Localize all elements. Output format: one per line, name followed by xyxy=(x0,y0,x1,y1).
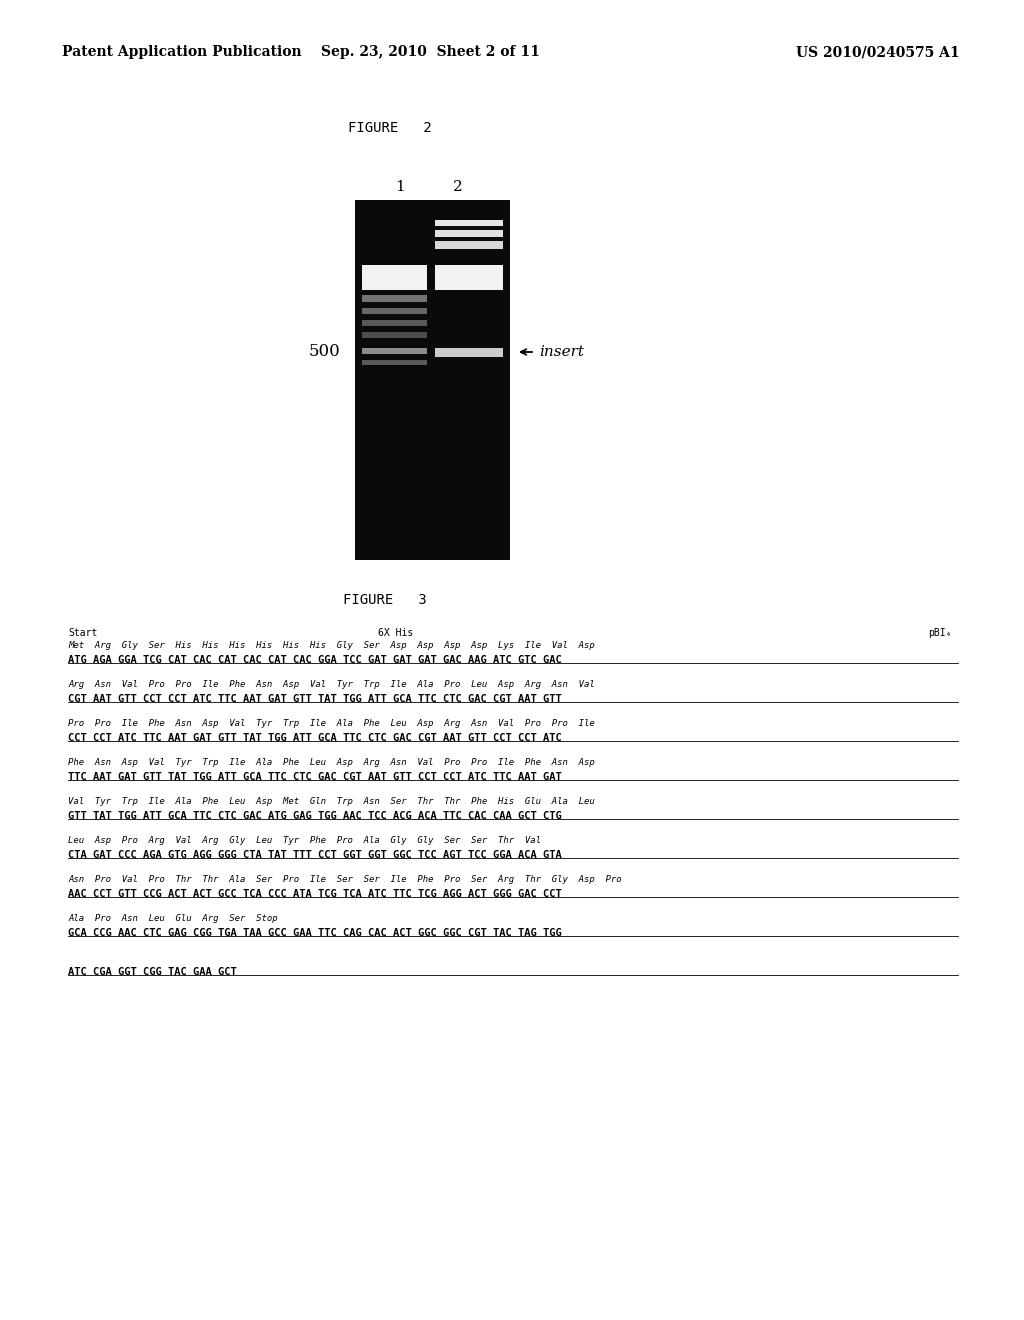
Text: CTA GAT CCC AGA GTG AGG GGG CTA TAT TTT CCT GGT GGT GGC TCC AGT TCC GGA ACA GTA: CTA GAT CCC AGA GTG AGG GGG CTA TAT TTT … xyxy=(68,850,562,861)
Text: pBI₄: pBI₄ xyxy=(928,628,951,638)
Text: Start: Start xyxy=(68,628,97,638)
Text: US 2010/0240575 A1: US 2010/0240575 A1 xyxy=(797,45,961,59)
Bar xyxy=(362,294,427,302)
Bar xyxy=(355,201,510,560)
Text: Leu  Asp  Pro  Arg  Val  Arg  Gly  Leu  Tyr  Phe  Pro  Ala  Gly  Gly  Ser  Ser  : Leu Asp Pro Arg Val Arg Gly Leu Tyr Phe … xyxy=(68,836,541,845)
Bar xyxy=(362,265,427,290)
Text: CCT CCT ATC TTC AAT GAT GTT TAT TGG ATT GCA TTC CTC GAC CGT AAT GTT CCT CCT ATC: CCT CCT ATC TTC AAT GAT GTT TAT TGG ATT … xyxy=(68,733,562,743)
Text: insert: insert xyxy=(539,345,584,359)
Text: Asn  Pro  Val  Pro  Thr  Thr  Ala  Ser  Pro  Ile  Ser  Ser  Ile  Phe  Pro  Ser  : Asn Pro Val Pro Thr Thr Ala Ser Pro Ile … xyxy=(68,875,622,884)
Text: Patent Application Publication: Patent Application Publication xyxy=(62,45,302,59)
Text: 500: 500 xyxy=(308,343,340,360)
Text: CGT AAT GTT CCT CCT ATC TTC AAT GAT GTT TAT TGG ATT GCA TTC CTC GAC CGT AAT GTT: CGT AAT GTT CCT CCT ATC TTC AAT GAT GTT … xyxy=(68,694,562,704)
Text: FIGURE   2: FIGURE 2 xyxy=(348,121,432,135)
Bar xyxy=(435,230,503,238)
Text: Pro  Pro  Ile  Phe  Asn  Asp  Val  Tyr  Trp  Ile  Ala  Phe  Leu  Asp  Arg  Asn  : Pro Pro Ile Phe Asn Asp Val Tyr Trp Ile … xyxy=(68,719,595,729)
Text: 2: 2 xyxy=(454,180,463,194)
Bar xyxy=(362,333,427,338)
Text: AAC CCT GTT CCG ACT ACT GCC TCA CCC ATA TCG TCA ATC TTC TCG AGG ACT GGG GAC CCT: AAC CCT GTT CCG ACT ACT GCC TCA CCC ATA … xyxy=(68,888,562,899)
Bar xyxy=(435,265,503,290)
Text: 6X His: 6X His xyxy=(378,628,414,638)
Text: GTT TAT TGG ATT GCA TTC CTC GAC ATG GAG TGG AAC TCC ACG ACA TTC CAC CAA GCT CTG: GTT TAT TGG ATT GCA TTC CTC GAC ATG GAG … xyxy=(68,810,562,821)
Bar xyxy=(435,242,503,249)
Text: Met  Arg  Gly  Ser  His  His  His  His  His  His  Gly  Ser  Asp  Asp  Asp  Asp  : Met Arg Gly Ser His His His His His His … xyxy=(68,642,595,649)
Text: TTC AAT GAT GTT TAT TGG ATT GCA TTC CTC GAC CGT AAT GTT CCT CCT ATC TTC AAT GAT: TTC AAT GAT GTT TAT TGG ATT GCA TTC CTC … xyxy=(68,772,562,781)
Text: Val  Tyr  Trp  Ile  Ala  Phe  Leu  Asp  Met  Gln  Trp  Asn  Ser  Thr  Thr  Phe  : Val Tyr Trp Ile Ala Phe Leu Asp Met Gln … xyxy=(68,797,595,807)
Text: Arg  Asn  Val  Pro  Pro  Ile  Phe  Asn  Asp  Val  Tyr  Trp  Ile  Ala  Pro  Leu  : Arg Asn Val Pro Pro Ile Phe Asn Asp Val … xyxy=(68,680,595,689)
Text: ATG AGA GGA TCG CAT CAC CAT CAC CAT CAC GGA TCC GAT GAT GAT GAC AAG ATC GTC GAC: ATG AGA GGA TCG CAT CAC CAT CAC CAT CAC … xyxy=(68,655,562,665)
Text: FIGURE   3: FIGURE 3 xyxy=(343,593,427,607)
Text: Ala  Pro  Asn  Leu  Glu  Arg  Ser  Stop: Ala Pro Asn Leu Glu Arg Ser Stop xyxy=(68,913,278,923)
Bar xyxy=(362,319,427,326)
Bar xyxy=(362,360,427,366)
Bar xyxy=(362,308,427,314)
Bar xyxy=(435,220,503,226)
Text: Sep. 23, 2010  Sheet 2 of 11: Sep. 23, 2010 Sheet 2 of 11 xyxy=(321,45,540,59)
Text: ATC CGA GGT CGG TAC GAA GCT: ATC CGA GGT CGG TAC GAA GCT xyxy=(68,968,237,977)
Text: GCA CCG AAC CTC GAG CGG TGA TAA GCC GAA TTC CAG CAC ACT GGC GGC CGT TAC TAG TGG: GCA CCG AAC CTC GAG CGG TGA TAA GCC GAA … xyxy=(68,928,562,939)
Bar xyxy=(435,348,503,356)
Text: Phe  Asn  Asp  Val  Tyr  Trp  Ile  Ala  Phe  Leu  Asp  Arg  Asn  Val  Pro  Pro  : Phe Asn Asp Val Tyr Trp Ile Ala Phe Leu … xyxy=(68,758,595,767)
Bar xyxy=(362,348,427,354)
Text: 1: 1 xyxy=(395,180,404,194)
